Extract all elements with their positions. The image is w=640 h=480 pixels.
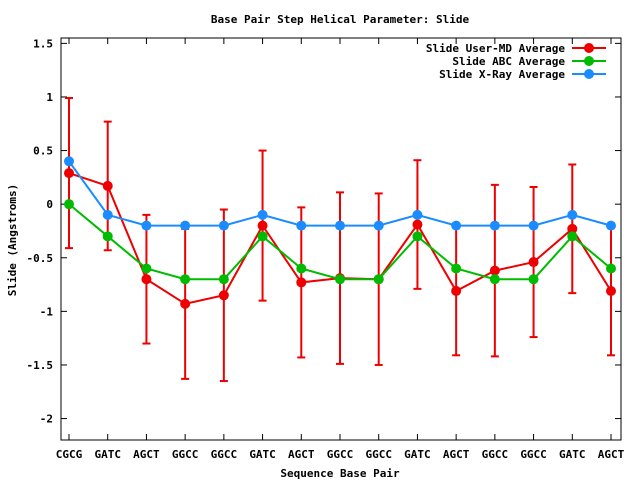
- data-point-series-2: [180, 220, 191, 231]
- legend-label: Slide User-MD Average: [426, 42, 565, 55]
- data-point-series-2: [567, 209, 578, 220]
- data-point-series-1: [180, 274, 191, 285]
- legend-marker-2: [584, 69, 594, 79]
- x-tick-label: GGCC: [365, 448, 392, 461]
- data-point-series-2: [296, 220, 307, 231]
- x-tick-label: GATC: [559, 448, 586, 461]
- data-point-series-1: [373, 274, 384, 285]
- x-tick-label: AGCT: [598, 448, 625, 461]
- data-point-series-0: [141, 274, 152, 285]
- y-tick-label: -0.5: [27, 252, 54, 265]
- data-point-series-0: [567, 223, 578, 234]
- x-tick-label: GGCC: [172, 448, 199, 461]
- data-point-series-2: [412, 209, 423, 220]
- data-point-series-2: [451, 220, 462, 231]
- x-axis-label: Sequence Base Pair: [280, 467, 400, 480]
- axis-ticks: 1.5 1 0.5 0 -0.5 -1 -1.5 -2 CGCG GATC AGCT GGCC GGCC…: [27, 37, 625, 461]
- series-lines: [64, 97, 616, 383]
- data-point-series-1: [335, 274, 345, 285]
- x-tick-label: AGCT: [133, 448, 160, 461]
- x-tick-label: GGCC: [520, 448, 547, 461]
- data-point-series-0: [257, 220, 268, 231]
- data-point-series-1: [489, 274, 500, 285]
- data-point-series-0: [528, 257, 539, 268]
- data-point-series-0: [412, 219, 423, 230]
- data-point-series-2: [218, 220, 229, 231]
- data-point-series-1: [567, 231, 578, 242]
- x-tick-label: GATC: [404, 448, 431, 461]
- data-point-series-0: [218, 290, 229, 301]
- y-tick-label: -1.5: [27, 359, 54, 372]
- data-point-series-0: [606, 285, 616, 296]
- data-point-series-1: [257, 231, 268, 242]
- data-point-series-1: [141, 263, 152, 274]
- y-axis-label: Slide (Angstroms): [6, 184, 19, 297]
- data-point-series-2: [102, 209, 113, 220]
- x-tick-label: GGCC: [211, 448, 238, 461]
- data-point-series-1: [412, 231, 423, 242]
- data-point-series-2: [64, 156, 74, 167]
- data-point-series-2: [489, 220, 500, 231]
- y-tick-label: 0.5: [33, 145, 53, 158]
- legend-label: Slide X-Ray Average: [439, 68, 565, 81]
- x-tick-label: GATC: [94, 448, 121, 461]
- x-tick-label: AGCT: [443, 448, 470, 461]
- data-point-series-2: [257, 209, 268, 220]
- legend-marker-0: [584, 43, 594, 53]
- x-tick-label: GGCC: [327, 448, 354, 461]
- x-tick-label: CGCG: [56, 448, 83, 461]
- data-point-series-0: [489, 265, 500, 276]
- data-point-series-2: [141, 220, 152, 231]
- data-point-series-1: [218, 274, 229, 285]
- data-point-series-2: [373, 220, 384, 231]
- chart-title: Base Pair Step Helical Parameter: Slide: [211, 13, 470, 26]
- data-point-series-1: [528, 274, 539, 285]
- data-point-series-2: [335, 220, 345, 231]
- plot-frame: [60, 37, 622, 441]
- data-point-series-1: [296, 263, 307, 274]
- data-point-series-0: [451, 285, 462, 296]
- y-tick-label: -1: [40, 305, 54, 318]
- data-point-series-0: [64, 168, 74, 179]
- y-tick-label: -2: [40, 413, 53, 426]
- data-point-series-0: [296, 277, 307, 288]
- data-point-series-2: [528, 220, 539, 231]
- data-point-series-1: [606, 263, 616, 274]
- data-point-series-0: [102, 180, 113, 191]
- x-tick-label: GGCC: [482, 448, 509, 461]
- y-tick-label: 1.5: [33, 37, 53, 50]
- x-tick-label: AGCT: [288, 448, 315, 461]
- y-tick-label: 0: [46, 198, 53, 211]
- legend-label: Slide ABC Average: [452, 55, 565, 68]
- data-point-series-1: [102, 231, 113, 242]
- data-point-series-1: [64, 199, 74, 210]
- x-tick-label: GATC: [249, 448, 276, 461]
- legend-marker-1: [584, 56, 594, 66]
- data-point-series-0: [180, 298, 191, 309]
- data-point-series-2: [606, 220, 616, 231]
- y-tick-label: 1: [46, 91, 53, 104]
- data-point-series-1: [451, 263, 462, 274]
